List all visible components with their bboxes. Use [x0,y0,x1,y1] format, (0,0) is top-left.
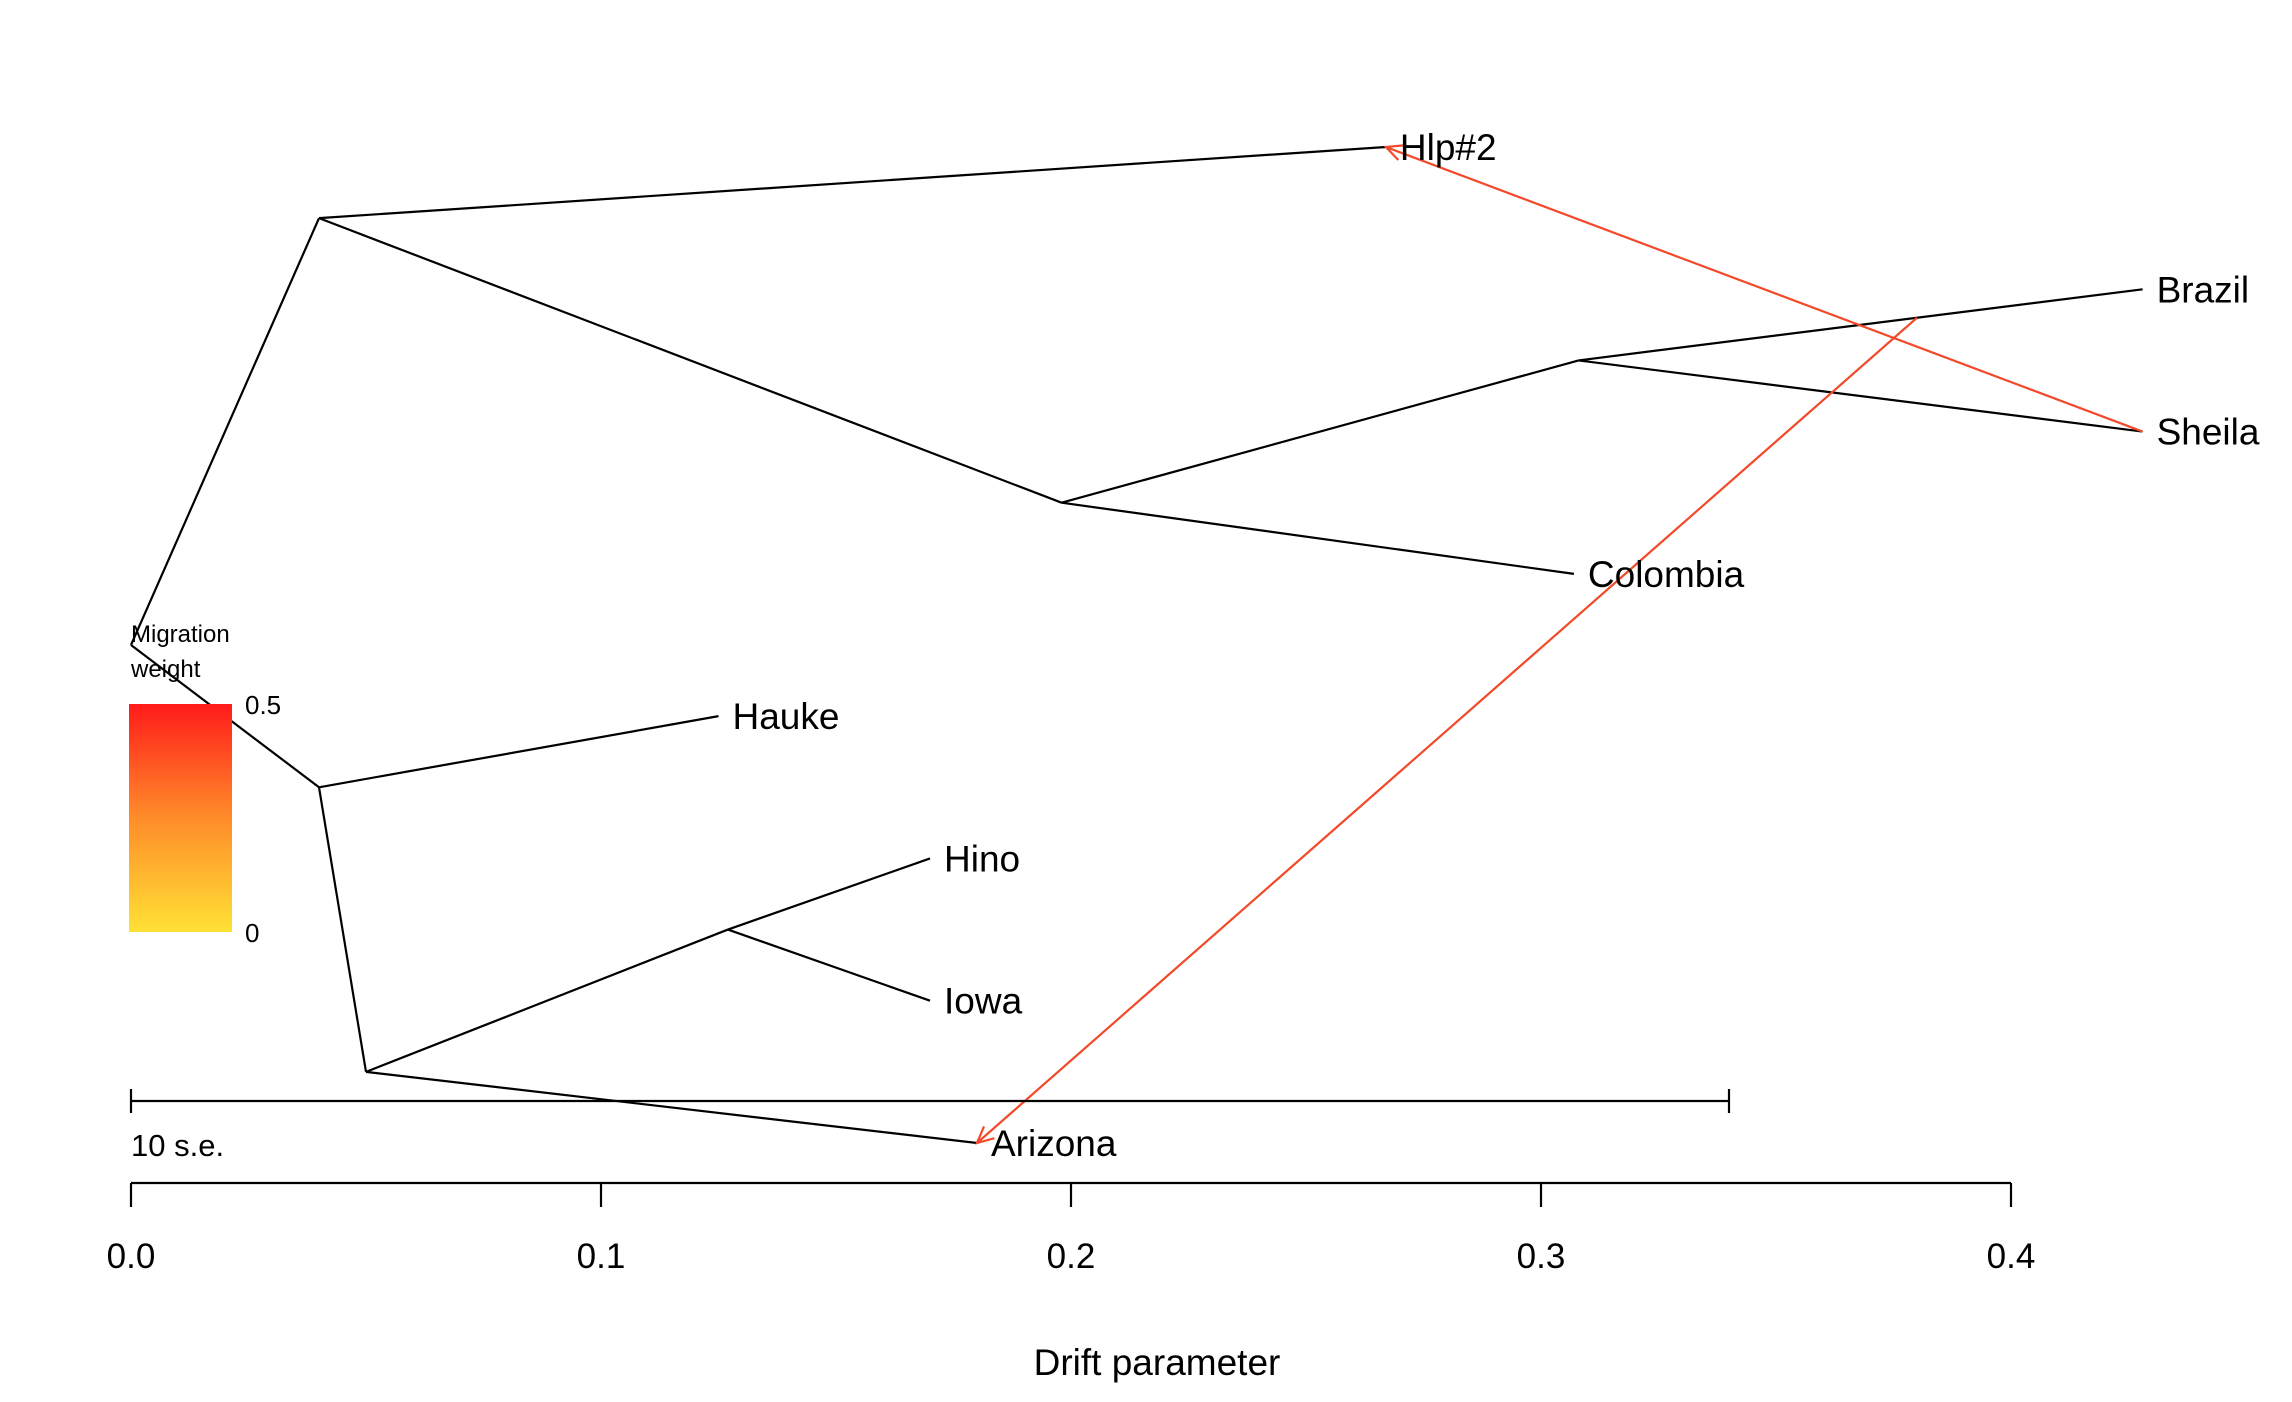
legend-title-line-1: Migration [131,621,230,648]
edge-n2-n3 [1061,359,1579,504]
legend-title-line-2: weight [130,656,201,683]
x-axis: 0.0 0.1 0.2 0.3 0.4 Drift parameter [107,1181,2036,1383]
tip-label-brazil: Brazil [2157,269,2250,310]
tip-label-arizona: Arizona [991,1123,1117,1164]
migration-arrowhead-2 [975,1125,995,1145]
migration-line-2 [976,316,1918,1144]
edge-root-n1 [129,217,321,646]
tip-label-hauke: Hauke [733,696,840,737]
tree-edges [129,145,2143,1145]
x-tick-label-4: 0.4 [1987,1237,2036,1276]
x-axis-ticks: 0.0 0.1 0.2 0.3 0.4 [107,1183,2036,1276]
scale-bar: 10 s.e. [129,1089,1731,1163]
x-tick-label-2: 0.2 [1047,1237,1096,1276]
x-tick-label-1: 0.1 [577,1237,626,1276]
scale-bar-label: 10 s.e. [131,1128,224,1163]
edge-n1-hlp2 [318,145,1386,220]
tip-label-hino: Hino [944,838,1020,879]
legend-max-label: 0.5 [245,690,281,720]
tip-label-sheila: Sheila [2157,412,2260,453]
legend-color-bar [129,704,232,932]
edge-n6-iowa [727,928,931,1002]
edge-n1-n2 [318,217,1062,504]
edge-n6-hino [727,857,931,931]
legend-min-label: 0 [245,918,259,948]
edge-n4-hauke [318,715,719,789]
tip-label-iowa: Iowa [944,981,1023,1022]
tip-label-colombia: Colombia [1588,554,1745,595]
x-tick-label-0: 0.0 [107,1237,156,1276]
edge-n5-n6 [365,928,729,1073]
edge-n3-sheila [1578,359,2143,433]
migration-line-1 [1385,145,2143,433]
x-tick-label-3: 0.3 [1517,1237,1566,1276]
tip-labels: Hlp#2 Brazil Sheila Colombia Hauke Hino Iowa Ar… [733,127,2260,1164]
migration-arrows [975,144,2143,1145]
migration-weight-legend: Migration weight 0.5 0 [129,621,281,948]
x-axis-title: Drift parameter [1034,1342,1281,1383]
migration-arrowhead-1 [1383,144,1404,161]
edge-n5-arizona [365,1070,978,1145]
edge-n2-colombia [1061,501,1575,575]
edge-n4-n5 [317,787,368,1073]
tip-label-hlp2: Hlp#2 [1400,127,1497,168]
